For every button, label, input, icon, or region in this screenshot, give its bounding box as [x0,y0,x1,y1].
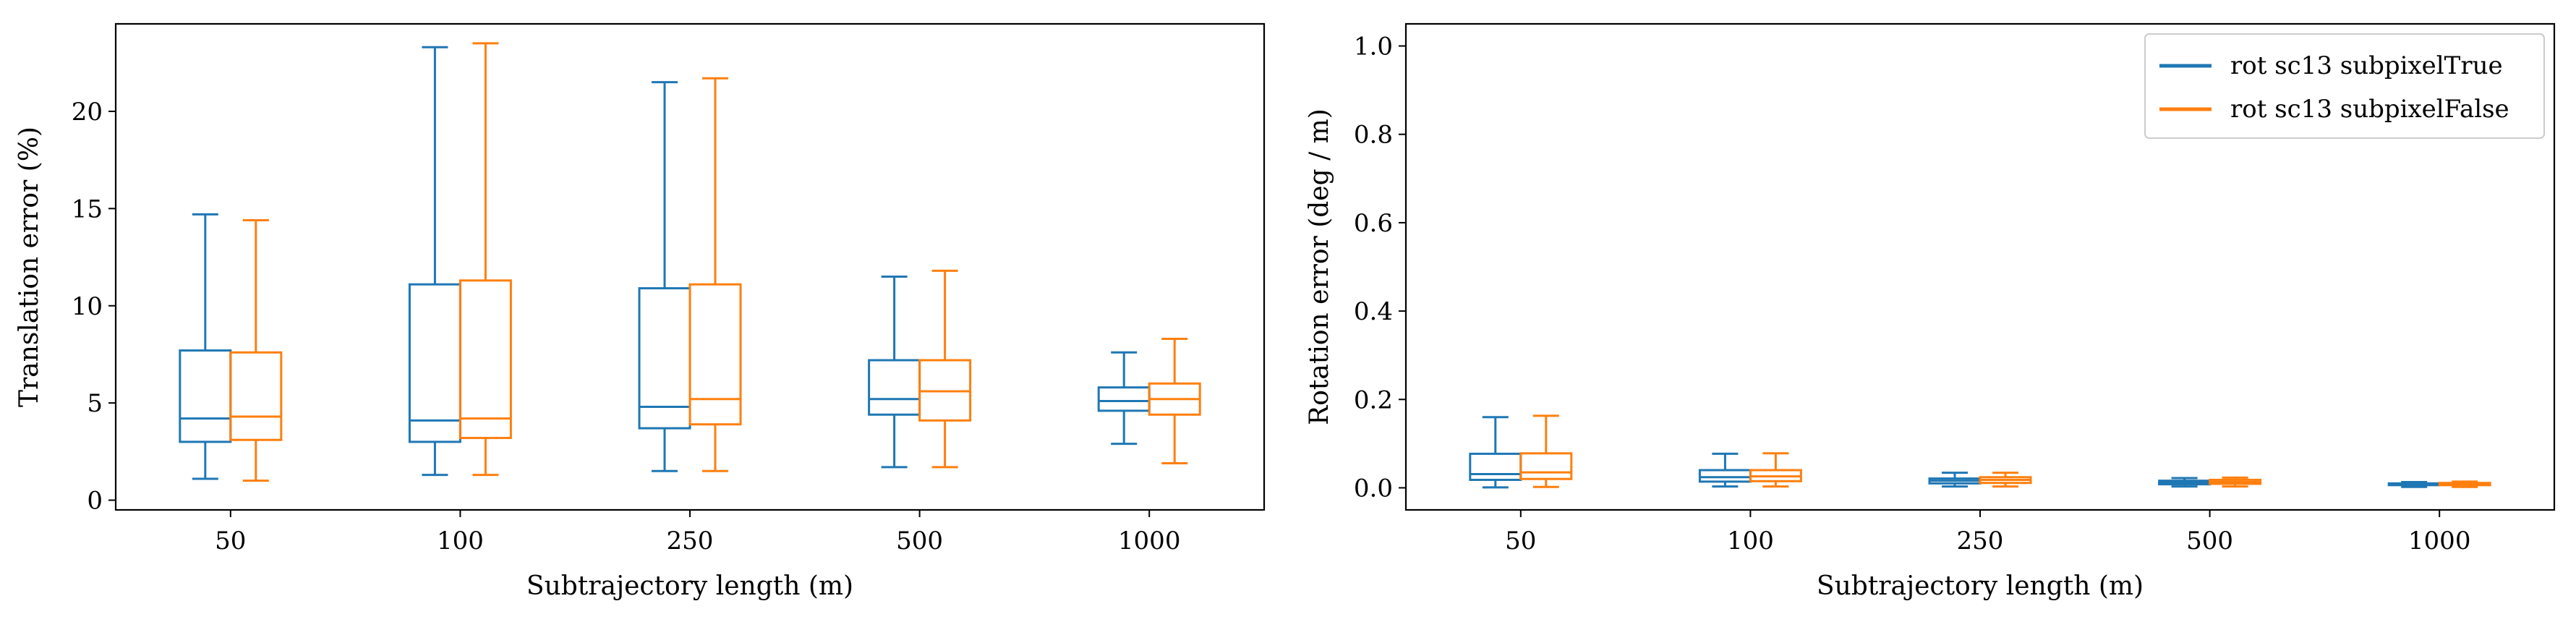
y-ticks: 0 5 10 15 20 [72,98,116,516]
x-tick-label: 250 [667,527,714,555]
y-tick-label: 15 [72,195,103,223]
box-1000 [1148,337,1201,464]
translation-error-panel: 0 5 10 15 20 50 100 250 500 1000 Subtrajectory len… [14,22,1266,601]
box-500 [2209,476,2262,488]
x-tick-label: 1000 [1118,527,1181,555]
legend-frame [2144,33,2545,139]
y-tick-label: 0.4 [1354,297,1393,326]
legend-label: rot sc13 subpixelFalse [2230,95,2509,124]
rotation-error-panel: 0.0 0.2 0.4 0.6 0.8 1.0 50 100 250 500 1000 Subtraj… [1305,22,2556,601]
iqr-box [459,279,512,440]
y-tick-label: 0 [87,487,103,516]
y-tick-label: 1.0 [1354,33,1393,61]
series-subpixel-false [1519,414,2491,488]
box-250 [638,81,691,472]
box-50 [179,213,232,480]
x-tick-label: 1000 [2408,527,2471,555]
y-tick-label: 5 [87,389,103,418]
x-tick-label: 500 [896,527,943,555]
iqr-box [1097,386,1151,412]
x-tick-label: 50 [1505,527,1536,555]
box-250 [688,77,742,472]
box-250 [1979,472,2032,488]
legend-label: rot sc13 subpixelTrue [2230,51,2503,80]
iqr-box [1469,452,1522,481]
box-100 [1749,452,1802,488]
box-100 [1698,452,1752,488]
y-tick-label: 0.0 [1354,474,1393,503]
x-ticks: 50 100 250 500 1000 [1505,510,2470,555]
legend: rot sc13 subpixelTrue rot sc13 subpixelFa… [2144,33,2545,139]
y-tick-label: 10 [72,292,103,321]
box-500 [2158,477,2212,488]
y-axis-label: Rotation error (deg / m) [1305,108,1334,425]
x-tick-label: 50 [215,527,246,555]
y-tick-label: 0.6 [1354,209,1393,238]
legend-item: rot sc13 subpixelTrue [2159,51,2503,80]
y-tick-label: 0.2 [1354,385,1393,414]
iqr-box [179,349,232,443]
x-tick-label: 100 [437,527,484,555]
x-axis-label: Subtrajectory length (m) [526,571,853,601]
x-tick-label: 500 [2186,527,2233,555]
y-tick-label: 0.8 [1354,121,1393,150]
iqr-box [1519,452,1573,480]
box-50 [1469,416,1522,489]
box-50 [229,218,283,482]
box-250 [1928,472,1982,488]
series-subpixel-true [179,46,1151,480]
box-100 [459,42,512,477]
axes-frame [114,22,1266,511]
iqr-box [1698,469,1752,483]
x-tick-label: 100 [1727,527,1774,555]
box-1000 [2387,481,2441,488]
iqr-box [229,351,283,441]
series-subpixel-false [229,42,1201,482]
box-1000 [2438,480,2491,488]
box-500 [918,269,972,469]
iqr-box [408,283,461,443]
legend-item: rot sc13 subpixelFalse [2159,95,2509,124]
iqr-box [688,283,742,426]
y-ticks: 0.0 0.2 0.4 0.6 0.8 1.0 [1354,33,1406,503]
y-tick-label: 20 [72,98,103,127]
y-axis-label: Translation error (%) [14,127,44,407]
iqr-box [868,359,921,416]
box-100 [408,46,461,477]
box-1000 [1097,351,1151,446]
x-ticks: 50 100 250 500 1000 [215,510,1180,555]
series-subpixel-true [1469,416,2441,489]
x-axis-label: Subtrajectory length (m) [1817,571,2144,601]
box-500 [868,275,921,469]
box-50 [1519,414,1573,488]
x-tick-label: 250 [1957,527,2004,555]
